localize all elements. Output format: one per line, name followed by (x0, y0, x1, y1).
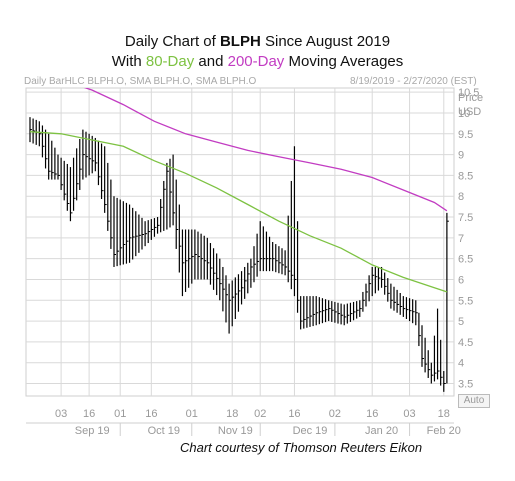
chart-info-left: Daily BarHLC BLPH.O, SMA BLPH.O, SMA BLP… (24, 76, 257, 87)
title-suffix: Since August 2019 (260, 33, 391, 50)
sma-lines (29, 88, 448, 293)
y-tick-label: 6.5 (458, 254, 473, 266)
y-tick-label: 7 (458, 233, 464, 245)
x-day-tick-label: 02 (329, 408, 341, 420)
title-line-1: Daily Chart of BLPH Since August 2019 (0, 32, 515, 52)
subtitle-80-day: 80-Day (145, 53, 195, 70)
y-tick-label: 10.5 (458, 87, 479, 99)
y-tick-label: 5.5 (458, 295, 473, 307)
y-tick-label: 4.5 (458, 337, 473, 349)
y-tick-label: 8 (458, 191, 464, 203)
x-tick-labels: 03 16 01 16 01 18 02 16 02 16 03 18 Sep 19 Oct 19 Nov … (55, 408, 461, 437)
subtitle-mid: and (194, 53, 228, 70)
x-day-tick-label: 01 (114, 408, 126, 420)
x-day-tick-label: 02 (254, 408, 266, 420)
title-ticker: BLPH (219, 33, 261, 50)
subtitle-post: Moving Averages (284, 53, 404, 70)
x-day-tick-label: 18 (438, 408, 450, 420)
y-axis-label-price: Price (458, 92, 484, 104)
y-tick-label: 8.5 (458, 170, 473, 182)
y-tick-label: 6 (458, 274, 464, 286)
y-tick-label: 9.5 (458, 129, 473, 141)
sma-line-200-day (83, 88, 448, 212)
chart-credit: Chart courtesy of Thomson Reuters Eikon (180, 440, 423, 455)
x-day-tick-label: 03 (403, 408, 415, 420)
auto-scale-button[interactable]: Auto (458, 394, 490, 408)
y-tick-label: 3.5 (458, 379, 473, 391)
y-axis-label-usd: USD (458, 106, 482, 118)
y-tick-label: 9 (458, 150, 464, 162)
x-day-tick-label: 16 (83, 408, 95, 420)
x-day-tick-label: 01 (186, 408, 198, 420)
x-day-tick-label: 16 (145, 408, 157, 420)
x-day-tick-label: 03 (55, 408, 67, 420)
subtitle-200-day: 200-Day (227, 53, 285, 70)
x-month-label: Nov 19 (218, 425, 253, 437)
x-day-tick-label: 18 (226, 408, 238, 420)
chart-info-right: 8/19/2019 - 2/27/2020 (EST) (350, 76, 477, 87)
title-prefix: Daily Chart of (124, 33, 220, 50)
x-month-label: Feb 20 (427, 425, 461, 437)
subtitle-pre: With (111, 53, 146, 70)
sma-line-80-day (29, 131, 448, 293)
chart-title: Daily Chart of BLPH Since August 2019 Wi… (0, 32, 515, 72)
y-tick-label: 4 (458, 358, 464, 370)
x-day-tick-label: 16 (366, 408, 378, 420)
y-tick-labels: 3.5 4 4.5 5 5.5 6 6.5 7 7.5 8 8.5 9 9.5 10 10.5 (458, 87, 479, 390)
x-month-label: Oct 19 (148, 425, 180, 437)
x-day-tick-label: 16 (288, 408, 300, 420)
y-tick-label: 5 (458, 316, 464, 328)
title-line-2: With 80-Day and 200-Day Moving Averages (0, 52, 515, 72)
x-month-label: Sep 19 (75, 425, 110, 437)
x-month-label: Dec 19 (293, 425, 328, 437)
y-tick-label: 7.5 (458, 212, 473, 224)
price-bars (29, 117, 449, 392)
y-tick-label: 10 (458, 108, 470, 120)
x-month-label: Jan 20 (365, 425, 398, 437)
plot-frame (25, 87, 455, 397)
